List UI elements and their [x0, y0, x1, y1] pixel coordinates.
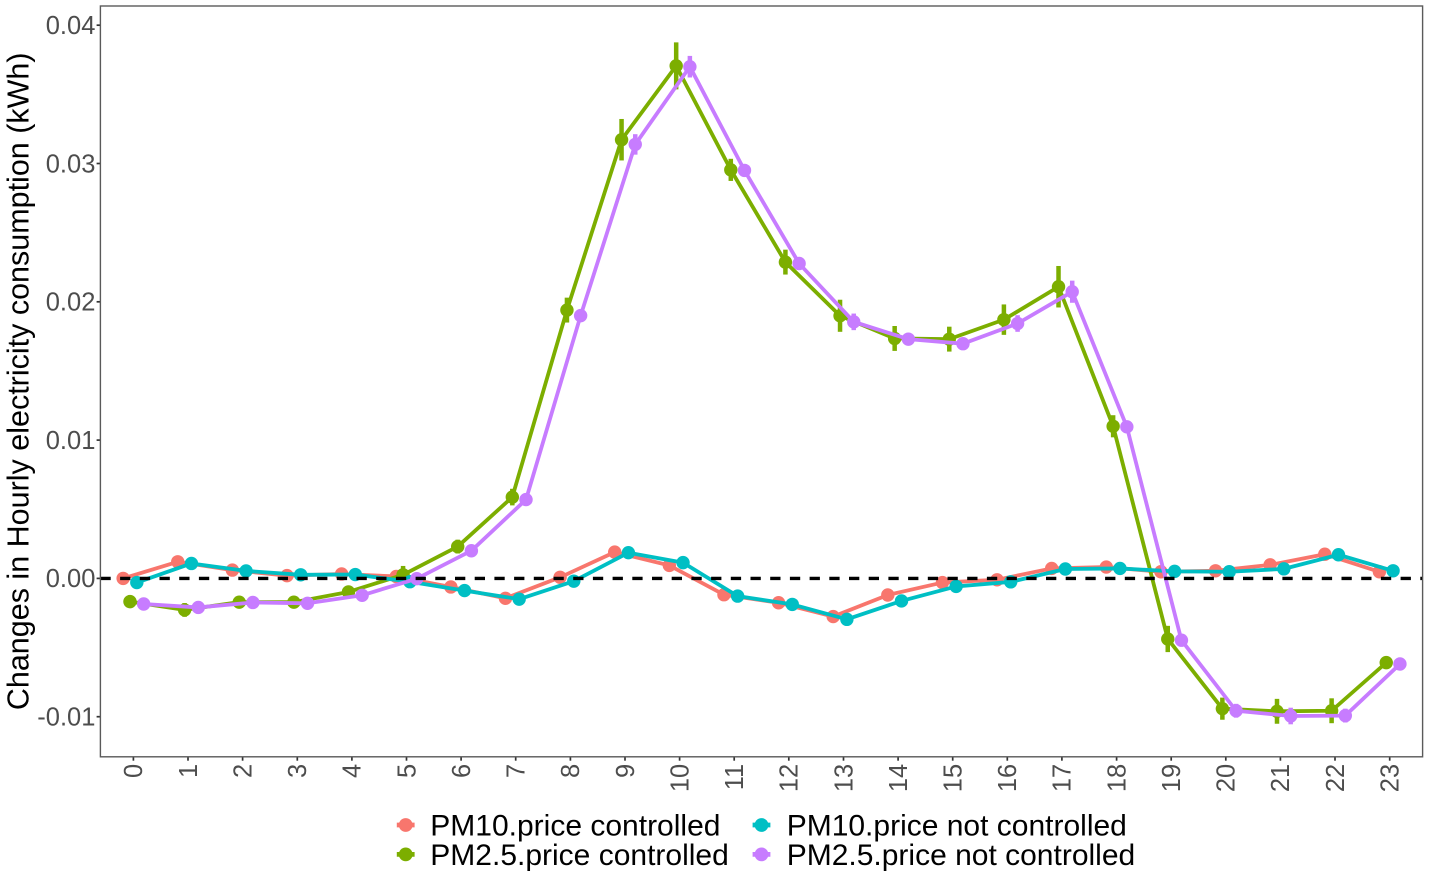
svg-text:0.03: 0.03 [46, 150, 96, 178]
svg-text:PM10.price controlled: PM10.price controlled [430, 810, 720, 843]
svg-text:19: 19 [1158, 764, 1186, 792]
svg-text:20: 20 [1213, 764, 1241, 792]
svg-text:23: 23 [1376, 764, 1404, 792]
svg-text:10: 10 [666, 764, 694, 792]
svg-text:0: 0 [120, 764, 148, 778]
svg-text:15: 15 [939, 764, 967, 792]
svg-text:16: 16 [994, 764, 1022, 792]
svg-text:22: 22 [1322, 764, 1350, 792]
svg-text:PM2.5.price controlled: PM2.5.price controlled [430, 839, 728, 872]
svg-text:-0.01: -0.01 [37, 703, 95, 731]
svg-text:0.04: 0.04 [46, 12, 96, 40]
svg-text:0.02: 0.02 [46, 289, 96, 317]
svg-text:PM2.5.price not controlled: PM2.5.price not controlled [787, 839, 1136, 872]
svg-text:8: 8 [557, 764, 585, 778]
svg-text:PM10.price not controlled: PM10.price not controlled [787, 810, 1127, 843]
svg-text:9: 9 [612, 764, 640, 778]
svg-text:0.01: 0.01 [46, 427, 96, 455]
svg-text:18: 18 [1103, 764, 1131, 792]
svg-text:Changes in Hourly electricity: Changes in Hourly electricity consumptio… [2, 52, 36, 710]
svg-text:13: 13 [830, 764, 858, 792]
svg-text:6: 6 [448, 764, 476, 778]
svg-text:4: 4 [339, 764, 367, 778]
svg-text:1: 1 [175, 764, 203, 778]
svg-text:3: 3 [284, 764, 312, 778]
svg-text:11: 11 [721, 764, 749, 790]
svg-text:21: 21 [1267, 764, 1295, 792]
svg-text:0.00: 0.00 [46, 565, 96, 593]
svg-text:5: 5 [393, 764, 421, 778]
svg-text:2: 2 [229, 764, 257, 778]
svg-text:12: 12 [776, 764, 804, 792]
svg-text:14: 14 [885, 764, 913, 792]
svg-text:17: 17 [1049, 764, 1077, 792]
svg-text:7: 7 [502, 764, 530, 778]
